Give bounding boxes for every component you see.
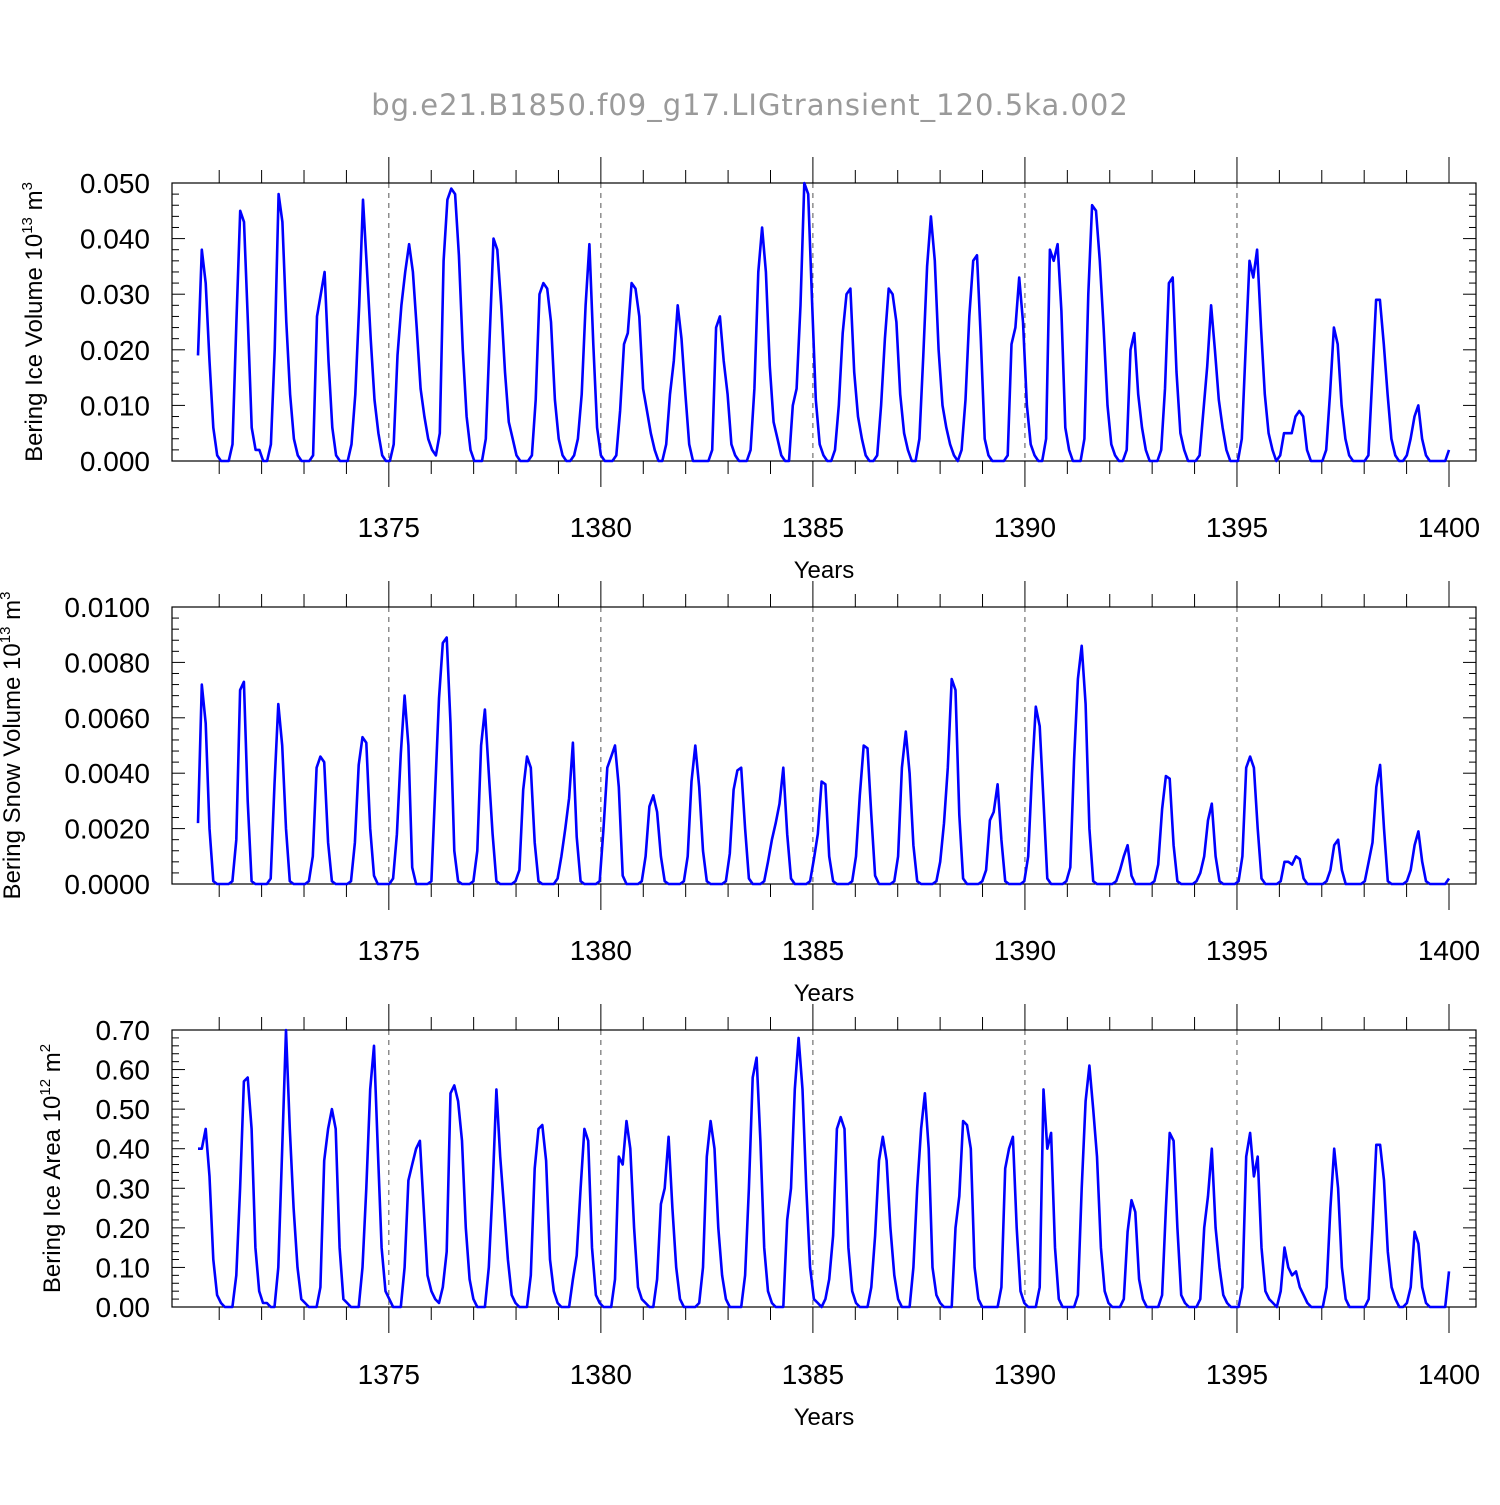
x-axis-label: Years — [794, 1404, 855, 1431]
x-axis-label: Years — [794, 980, 855, 1007]
y-tick-label: 0.030 — [80, 279, 150, 310]
x-tick-label: 1390 — [994, 935, 1056, 966]
y-tick-label: 0.020 — [80, 335, 150, 366]
y-tick-label: 0.0100 — [64, 592, 150, 623]
y-axis-label: Bering Snow Volume 1013 m3 — [0, 592, 26, 900]
plot-frame — [171, 182, 1477, 462]
y-tick-label: 0.40 — [96, 1134, 151, 1165]
x-tick-label: 1380 — [570, 512, 632, 543]
x-tick-label: 1375 — [358, 512, 420, 543]
x-tick-label: 1400 — [1418, 935, 1480, 966]
x-tick-label: 1400 — [1418, 512, 1480, 543]
y-tick-label: 0.010 — [80, 390, 150, 421]
x-tick-label: 1395 — [1206, 935, 1268, 966]
y-tick-label: 0.10 — [96, 1252, 151, 1283]
y-axis-label: Bering Ice Volume 1013 m3 — [19, 182, 48, 462]
y-tick-label: 0.50 — [96, 1094, 151, 1125]
x-tick-label: 1380 — [570, 935, 632, 966]
x-tick-label: 1375 — [358, 1359, 420, 1390]
y-tick-label: 0.040 — [80, 224, 150, 255]
x-tick-label: 1390 — [994, 512, 1056, 543]
panel-1: 0.000 0.010 0.020 0.030 0.040 0.050 1375 1380 13… — [19, 157, 1480, 584]
x-tick-label: 1375 — [358, 935, 420, 966]
x-tick-label: 1390 — [994, 1359, 1056, 1390]
x-tick-label: 1385 — [782, 1359, 844, 1390]
x-tick-label: 1395 — [1206, 512, 1268, 543]
y-tick-label: 0.0060 — [64, 703, 150, 734]
y-axis-label: Bering Ice Area 1012 m2 — [37, 1044, 66, 1293]
x-tick-label: 1380 — [570, 1359, 632, 1390]
x-tick-label: 1395 — [1206, 1359, 1268, 1390]
x-tick-label: 1385 — [782, 935, 844, 966]
y-tick-label: 0.0080 — [64, 647, 150, 678]
x-axis-label: Years — [794, 557, 855, 584]
y-tick-label: 0.0000 — [64, 869, 150, 900]
x-tick-label: 1385 — [782, 512, 844, 543]
plot-frame — [171, 606, 1477, 885]
series-line — [196, 636, 1451, 886]
y-tick-label: 0.30 — [96, 1173, 151, 1204]
panel-2: 0.0000 0.0020 0.0040 0.0060 0.0080 0.0100 1375… — [0, 581, 1480, 1007]
panel-3: 0.00 0.10 0.20 0.30 0.40 0.50 0.60 0.70 1375 1380… — [37, 1004, 1480, 1431]
y-tick-label: 0.0020 — [64, 814, 150, 845]
y-tick-label: 0.0040 — [64, 758, 150, 789]
y-tick-label: 0.60 — [96, 1055, 151, 1086]
y-tick-label: 0.20 — [96, 1213, 151, 1244]
series-line — [198, 1028, 1451, 1309]
y-tick-label: 0.70 — [96, 1015, 151, 1046]
chart-title: bg.e21.B1850.f09_g17.LIGtransient_120.5k… — [371, 88, 1129, 122]
x-tick-label: 1400 — [1418, 1359, 1480, 1390]
series-line — [196, 181, 1451, 463]
y-tick-label: 0.000 — [80, 446, 150, 477]
y-tick-label: 0.050 — [80, 168, 150, 199]
plot-frame — [171, 1029, 1477, 1308]
y-tick-label: 0.00 — [96, 1292, 151, 1323]
